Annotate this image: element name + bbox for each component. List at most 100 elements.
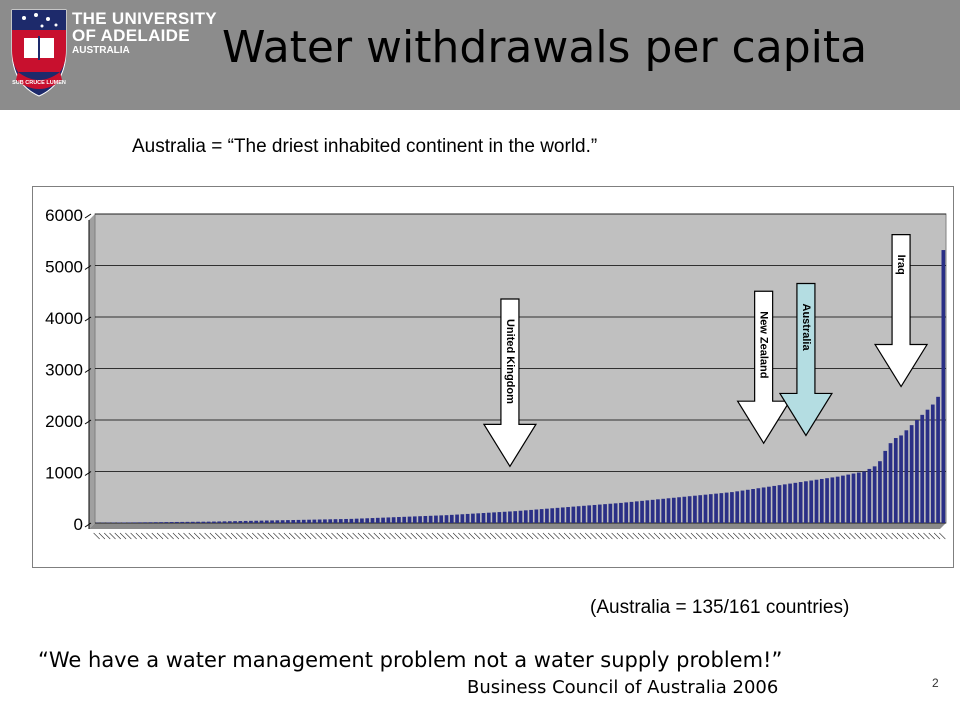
x-tick (331, 532, 338, 540)
x-tick (484, 532, 491, 540)
y-tick (84, 471, 92, 476)
x-tick (489, 532, 497, 540)
x-tick (511, 532, 518, 540)
bar (381, 517, 385, 523)
water-withdrawals-bar-chart: 0 1000 2000 3000 4000 5000 6000 United Kingdom N… (45, 206, 947, 540)
bar (391, 517, 396, 523)
x-tick (859, 532, 867, 540)
bar (296, 519, 301, 523)
x-tick (141, 532, 148, 540)
bar (138, 522, 142, 523)
bar (915, 420, 919, 523)
x-tick (283, 532, 291, 540)
x-tick (209, 532, 217, 540)
x-tick (637, 532, 645, 540)
bar (936, 396, 940, 523)
x-tick (822, 532, 830, 540)
bar (264, 520, 269, 523)
bar (841, 475, 845, 523)
university-crest-logo: SUB CRUCE LUMEN (11, 9, 67, 97)
bar (693, 495, 697, 523)
y-tick (84, 419, 92, 425)
x-tick (674, 532, 682, 540)
x-tick (119, 532, 127, 540)
x-tick (315, 532, 322, 540)
x-tick (447, 532, 454, 540)
x-tick (722, 532, 729, 540)
x-tick (939, 532, 946, 540)
x-tick (230, 532, 238, 540)
bar (175, 521, 179, 523)
slide-title: Water withdrawals per capita (222, 22, 868, 73)
australia-rank-note: (Australia = 135/161 countries) (590, 597, 850, 618)
bar (460, 514, 465, 523)
x-tick (801, 532, 809, 540)
bar (344, 518, 348, 523)
bar (767, 486, 771, 523)
x-tick (875, 532, 883, 540)
x-tick (743, 532, 750, 540)
bar (825, 478, 829, 523)
bar (502, 511, 507, 523)
bar (687, 496, 692, 523)
x-tick (98, 532, 106, 540)
bar (872, 466, 877, 523)
page-number: 2 (932, 676, 939, 690)
bar (582, 505, 586, 523)
x-tick (167, 532, 174, 540)
quote-attribution: Business Council of Australia 2006 (467, 677, 779, 698)
bar (724, 492, 729, 523)
x-tick (405, 532, 412, 540)
bar (597, 504, 602, 523)
y-tick-label: 0 (74, 515, 83, 534)
bar (132, 522, 137, 523)
x-tick (595, 532, 602, 540)
bar (523, 510, 528, 523)
bar (835, 476, 840, 523)
x-tick (326, 532, 333, 540)
bar (809, 480, 814, 523)
bar (883, 450, 888, 523)
x-tick (389, 532, 396, 540)
bar (798, 482, 803, 523)
y-tick-label: 1000 (45, 464, 83, 483)
bar (428, 515, 433, 523)
x-tick (463, 532, 470, 540)
x-tick (643, 532, 650, 540)
x-tick (780, 532, 787, 540)
bar (576, 506, 581, 523)
x-tick (664, 532, 671, 540)
x-tick (246, 532, 254, 540)
x-tick (421, 532, 428, 540)
x-tick (817, 532, 824, 540)
x-tick (162, 532, 169, 540)
bar (909, 425, 914, 523)
bar (291, 520, 296, 523)
bar (941, 250, 946, 524)
y-tick (84, 265, 92, 270)
bar (312, 519, 317, 523)
x-tick (727, 532, 735, 540)
bar (656, 499, 660, 523)
bar (761, 487, 766, 523)
bar (349, 518, 354, 523)
bar (740, 490, 745, 523)
bar (804, 481, 808, 523)
x-tick (199, 532, 206, 540)
bar (249, 520, 253, 523)
bar (745, 489, 750, 523)
x-tick (748, 532, 756, 540)
x-tick (918, 532, 925, 540)
new-zealand-callout-arrow (736, 290, 791, 445)
bar (920, 414, 925, 523)
bar (661, 498, 666, 523)
bar (190, 521, 195, 523)
x-tick (548, 532, 555, 540)
x-tick (553, 532, 560, 540)
bar (888, 443, 893, 523)
x-tick (648, 532, 655, 540)
bar (465, 513, 470, 523)
x-tick (616, 532, 624, 540)
x-tick (923, 532, 930, 540)
bar (550, 508, 555, 523)
